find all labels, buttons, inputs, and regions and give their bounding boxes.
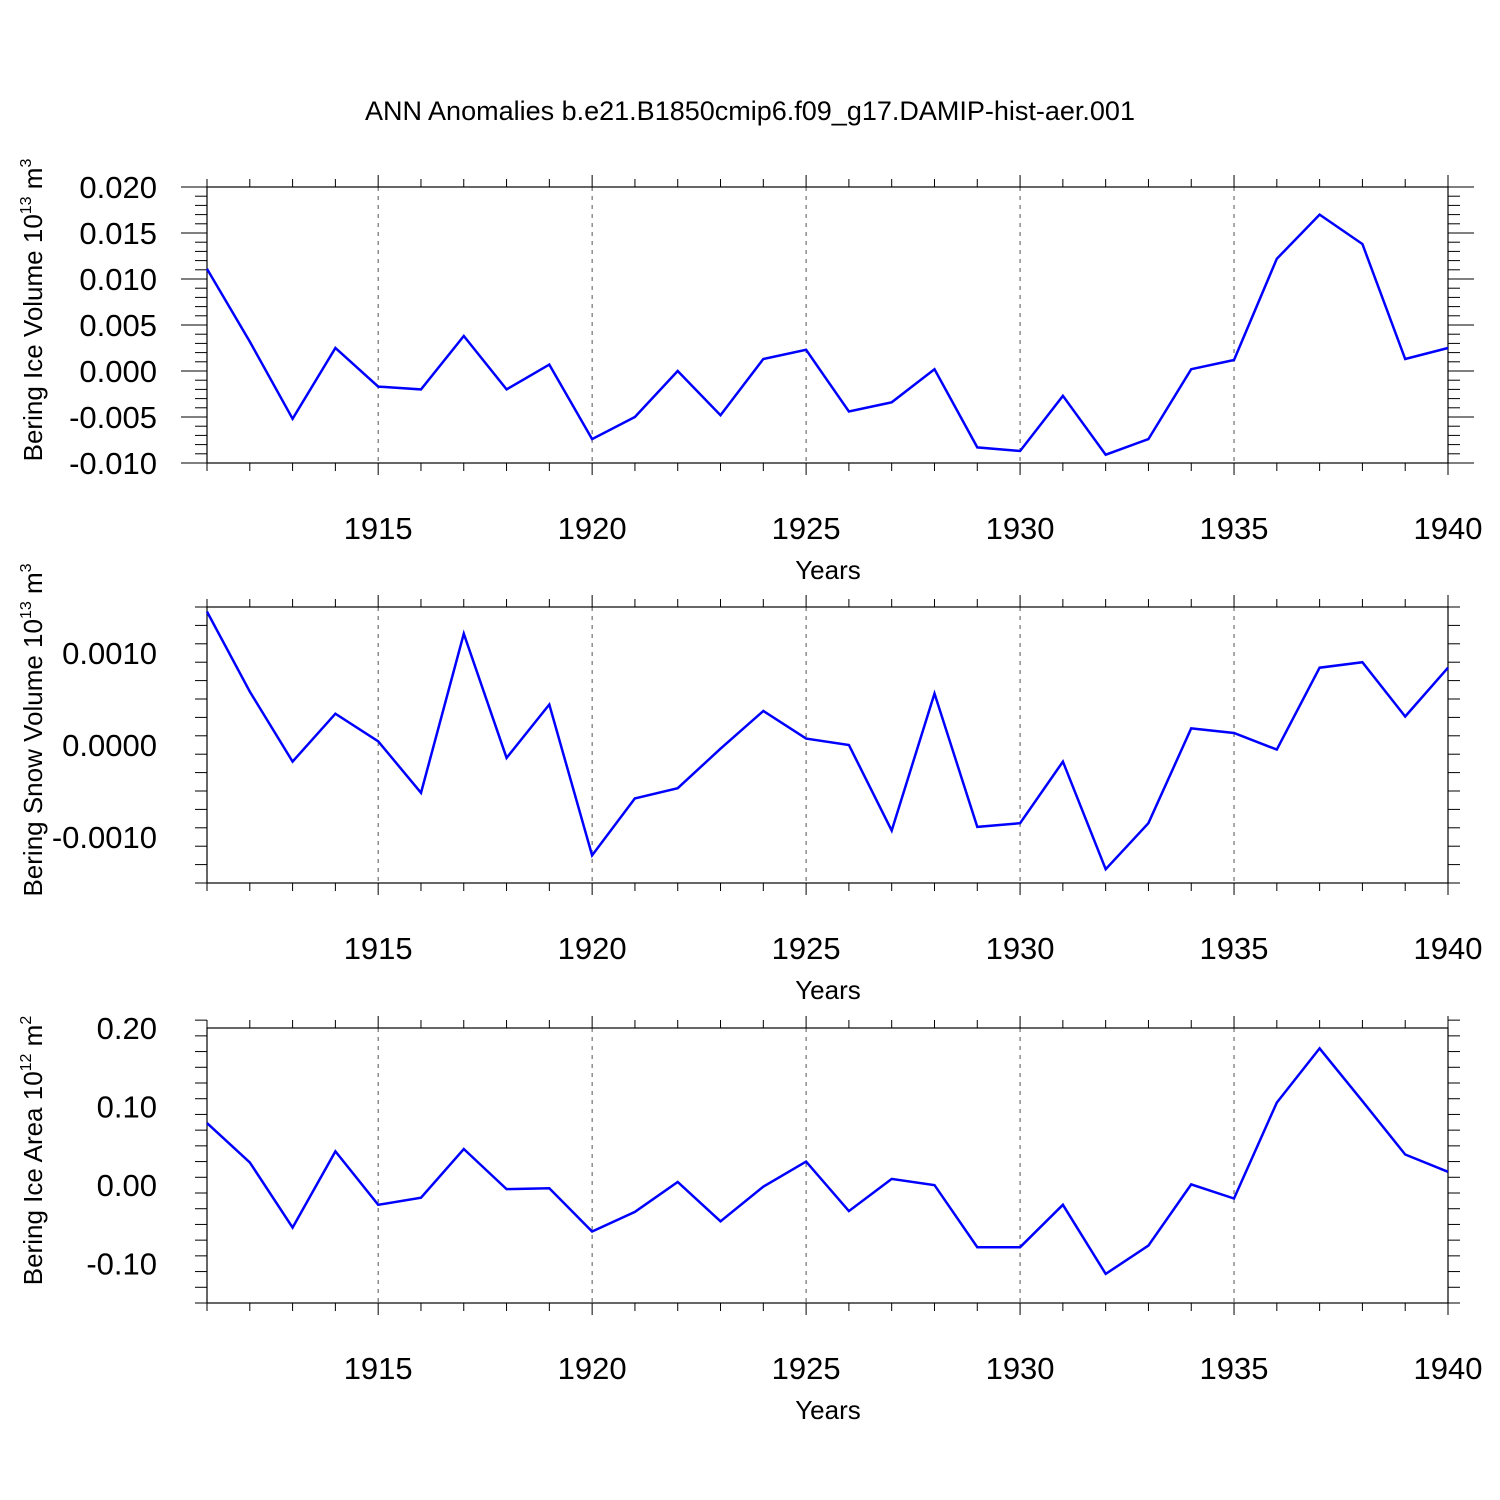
x-tick-label: 1930: [986, 511, 1055, 546]
y-axis-label: Bering Snow Volume 1013 m3: [18, 563, 48, 896]
x-tick-label: 1915: [344, 931, 413, 966]
y-tick-label: 0.000: [79, 354, 157, 389]
y-tick-label: -0.005: [69, 400, 157, 435]
x-axis-label: Years: [795, 555, 861, 585]
y-axis-label: Bering Ice Area 1012 m2: [18, 1016, 48, 1286]
y-tick-label: -0.0010: [52, 820, 157, 855]
y-tick-label: 0.20: [97, 1011, 157, 1046]
x-tick-label: 1915: [344, 511, 413, 546]
x-axis-label: Years: [795, 1395, 861, 1425]
x-tick-label: 1935: [1200, 511, 1269, 546]
x-tick-label: 1935: [1200, 1351, 1269, 1386]
figure-title: ANN Anomalies b.e21.B1850cmip6.f09_g17.D…: [365, 96, 1135, 126]
y-tick-label: -0.010: [69, 446, 157, 481]
series-line: [205, 212, 1449, 457]
plot-frame: [206, 186, 1449, 464]
y-tick-label: 0.010: [79, 262, 157, 297]
x-tick-label: 1920: [558, 931, 627, 966]
x-tick-label: 1940: [1414, 511, 1483, 546]
x-tick-label: 1940: [1414, 1351, 1483, 1386]
x-tick-label: 1925: [772, 511, 841, 546]
y-axis-label: Bering Ice Volume 1013 m3: [18, 159, 48, 462]
panel-1: -0.010 -0.005 0.000 0.005 0.010 0.015 0.020 191…: [18, 159, 1482, 585]
y-tick-label: 0.005: [79, 308, 157, 343]
x-tick-label: 1925: [772, 931, 841, 966]
x-axis-label: Years: [795, 975, 861, 1005]
plot-frame: [206, 606, 1449, 884]
panel-3: -0.10 0.00 0.10 0.20 1915 1920 1925 1930 1935 194…: [18, 1011, 1482, 1425]
y-tick-label: 0.0000: [62, 728, 157, 763]
series-line: [206, 1046, 1449, 1276]
y-tick-label: 0.015: [79, 216, 157, 251]
y-tick-label: -0.10: [86, 1247, 157, 1282]
x-tick-label: 1925: [772, 1351, 841, 1386]
series-line: [205, 611, 1449, 872]
x-tick-label: 1930: [986, 931, 1055, 966]
plot-frame: [206, 1027, 1449, 1304]
panel-2: -0.0010 0.0000 0.0010 1915 1920 1925 1930 1935 1…: [18, 563, 1482, 1005]
y-tick-label: 0.10: [97, 1090, 157, 1125]
x-tick-label: 1930: [986, 1351, 1055, 1386]
y-tick-label: 0.00: [97, 1168, 157, 1203]
x-tick-label: 1935: [1200, 931, 1269, 966]
x-tick-label: 1940: [1414, 931, 1483, 966]
x-tick-label: 1920: [558, 1351, 627, 1386]
y-tick-label: 0.020: [79, 170, 157, 205]
x-tick-label: 1920: [558, 511, 627, 546]
y-tick-label: 0.0010: [62, 636, 157, 671]
x-tick-label: 1915: [344, 1351, 413, 1386]
